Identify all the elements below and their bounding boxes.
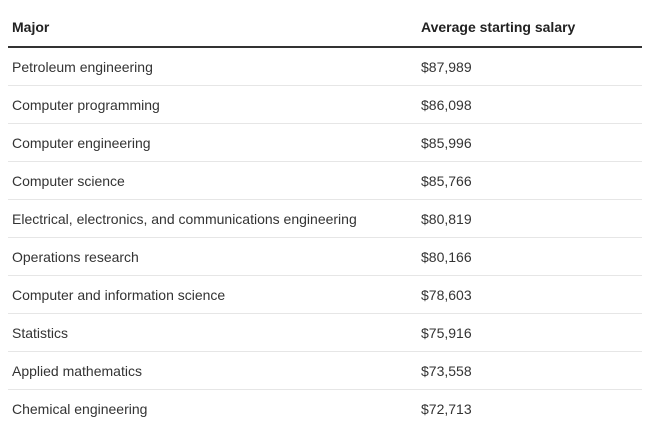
salary-cell: $85,996 xyxy=(417,123,642,162)
table-row: Computer programming $86,098 xyxy=(8,85,642,124)
major-cell: Chemical engineering xyxy=(12,400,148,417)
salary-cell: $85,766 xyxy=(417,161,642,200)
table-row: Computer engineering $85,996 xyxy=(8,123,642,162)
major-cell: Computer science xyxy=(8,161,417,200)
header-row: Major Average starting salary xyxy=(8,8,642,48)
salary-cell: $72,713 xyxy=(421,400,472,417)
table-row: Petroleum engineering $87,989 xyxy=(8,47,642,86)
table-row: Operations research $80,166 xyxy=(8,237,642,276)
major-cell: Computer and information science xyxy=(8,275,417,314)
column-header-major: Major xyxy=(8,8,417,48)
table-body: Petroleum engineering $87,989 Computer p… xyxy=(8,47,642,427)
major-cell: Applied mathematics xyxy=(8,351,417,390)
salary-cell: $86,098 xyxy=(417,85,642,124)
salary-cell: $80,166 xyxy=(417,237,642,276)
table-row: Statistics $75,916 xyxy=(8,313,642,352)
major-cell: Statistics xyxy=(8,313,417,352)
column-header-salary: Average starting salary xyxy=(417,8,642,48)
table-row: Electrical, electronics, and communicati… xyxy=(8,199,642,238)
major-cell: Operations research xyxy=(8,237,417,276)
salary-cell: $78,603 xyxy=(417,275,642,314)
table-row: Applied mathematics $73,558 xyxy=(8,351,642,390)
major-cell: Electrical, electronics, and communicati… xyxy=(8,199,417,238)
major-cell: Petroleum engineering xyxy=(8,47,417,86)
salary-table-container: Major Average starting salary Petroleum … xyxy=(8,8,642,427)
table-header: Major Average starting salary xyxy=(8,8,642,48)
major-cell: Computer engineering xyxy=(8,123,417,162)
salary-cell: $75,916 xyxy=(417,313,642,352)
table-row: Computer and information science $78,603 xyxy=(8,275,642,314)
salary-cell: $73,558 xyxy=(417,351,642,390)
table-row: Chemical engineering $72,713 xyxy=(8,390,642,428)
salary-table: Major Average starting salary Petroleum … xyxy=(8,8,642,427)
salary-cell: $87,989 xyxy=(417,47,642,86)
table-row: Computer science $85,766 xyxy=(8,161,642,200)
major-cell: Computer programming xyxy=(8,85,417,124)
salary-cell: $80,819 xyxy=(417,199,642,238)
